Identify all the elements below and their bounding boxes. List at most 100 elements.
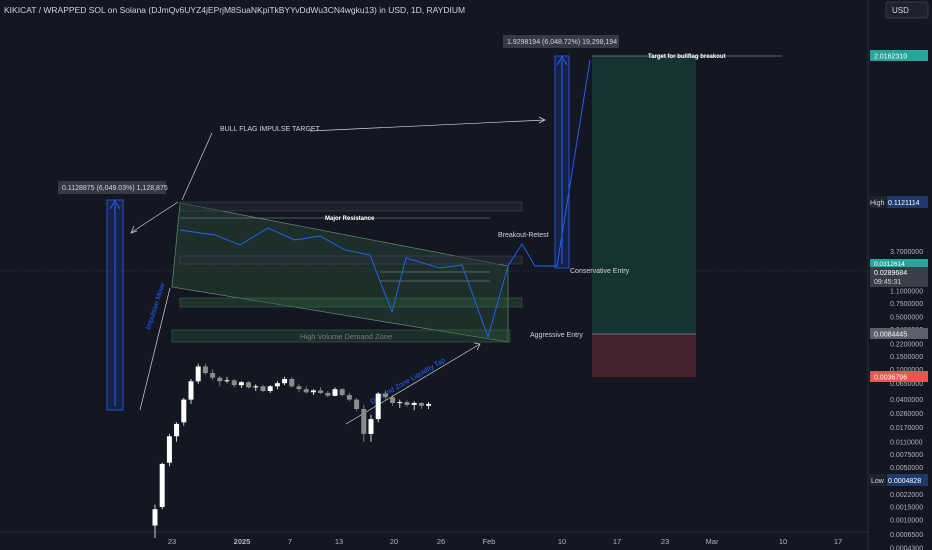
price-tick-8: 0.1500000 (890, 354, 923, 361)
candle-8[interactable] (210, 373, 216, 378)
candle-22[interactable] (310, 390, 316, 393)
price-tick-14: 0.0110000 (890, 439, 923, 446)
candle-34[interactable] (397, 402, 403, 404)
candle-33[interactable] (390, 397, 396, 403)
time-tick-9: 23 (661, 537, 669, 546)
candle-35[interactable] (404, 402, 410, 405)
current-price-badge: 0.0289684 (874, 270, 907, 277)
candle-9[interactable] (217, 377, 223, 382)
stop-badge: 0.0036796 (874, 375, 907, 382)
price-tick-18: 0.0022000 (890, 492, 923, 499)
time-tick-10: Mar (706, 537, 719, 546)
candle-27[interactable] (346, 395, 352, 400)
aggressive-entry-label: Aggressive Entry (530, 332, 583, 339)
stop-zone-box[interactable] (592, 334, 696, 377)
projected-price-path (179, 59, 591, 339)
candle-29[interactable] (361, 409, 367, 434)
top-range-box[interactable] (179, 201, 523, 212)
time-tick-11: 10 (779, 537, 787, 546)
price-tick-15: 0.0075000 (890, 452, 923, 459)
candle-14[interactable] (253, 386, 259, 388)
candle-19[interactable] (289, 379, 295, 387)
low-badge-bg (887, 474, 928, 486)
measure-label-left-bg (58, 181, 166, 194)
demand-zone-box[interactable] (171, 329, 511, 343)
price-tick-16: 0.0050000 (890, 465, 923, 472)
time-axis[interactable]: 23 2025 7 13 20 26 Feb 10 17 23 Mar 10 17 (168, 537, 842, 546)
currency-button[interactable]: USD (885, 1, 929, 19)
target-badge: 2.0162310 (874, 54, 907, 61)
price-tick-10: 0.0650000 (890, 381, 923, 388)
candle-32[interactable] (382, 393, 388, 398)
high-badge: 0.1121114 (888, 200, 920, 207)
price-tick-22: 0.0004300 (890, 545, 923, 550)
candle-16[interactable] (267, 386, 273, 391)
impulsive-move-line (139, 287, 171, 411)
stop-badge-bg (870, 371, 928, 382)
candle-31[interactable] (375, 393, 381, 420)
price-tick-3: 1.1000000 (890, 289, 923, 296)
candle-11[interactable] (231, 380, 237, 386)
candle-18[interactable] (282, 379, 288, 384)
conservative-entry-label: Conservative Entry (570, 268, 630, 275)
price-tick-0: 3.7000000 (890, 249, 923, 256)
time-tick-6: Feb (483, 537, 496, 546)
high-badge-bg (887, 196, 928, 208)
candle-15[interactable] (260, 386, 266, 391)
high-label: High (870, 200, 885, 207)
mid-range-box[interactable] (179, 255, 523, 265)
candles[interactable] (152, 363, 432, 538)
low-label: Low (871, 478, 885, 485)
low-label-bg (868, 474, 886, 486)
candle-37[interactable] (418, 403, 424, 406)
impulse-target-label: BULL FLAG IMPULSE TARGET (220, 126, 321, 133)
high-label-bg (868, 196, 886, 208)
demand-zone-label: High Volume Demand Zone (300, 332, 392, 341)
candle-28[interactable] (354, 399, 360, 409)
price-badges: 2.0162310 High 0.1121114 0.0312614 0.028… (868, 50, 928, 486)
candle-3[interactable] (174, 423, 180, 437)
candle-25[interactable] (332, 389, 338, 396)
time-tick-5: 26 (437, 537, 445, 546)
target-label: Target for bullflag breakout (648, 54, 726, 60)
candle-5[interactable] (188, 381, 194, 400)
candle-21[interactable] (303, 389, 309, 393)
time-tick-0: 23 (168, 537, 176, 546)
price-tick-5: 0.5000000 (890, 315, 923, 322)
current-price-badge-bg (870, 267, 928, 287)
candle-10[interactable] (224, 380, 230, 382)
price-tick-7: 0.2200000 (890, 341, 923, 348)
measure-label-right-bg (503, 35, 619, 48)
impulse-target-arrow-right (309, 119, 546, 132)
candle-38[interactable] (426, 403, 432, 406)
time-tick-3: 13 (335, 537, 343, 546)
candle-1[interactable] (159, 463, 165, 507)
candle-2[interactable] (166, 436, 172, 463)
time-tick-4: 20 (390, 537, 398, 546)
lower-range-box[interactable] (179, 297, 523, 308)
currency-label: USD (892, 6, 909, 15)
candle-17[interactable] (274, 383, 280, 387)
candle-20[interactable] (296, 386, 302, 390)
candle-4[interactable] (181, 399, 187, 423)
breakout-retest-label: Breakout-Retest (498, 232, 549, 239)
candle-12[interactable] (238, 382, 244, 386)
overlap-badge-bg (870, 259, 928, 268)
time-tick-7: 10 (558, 537, 566, 546)
candle-0[interactable] (152, 509, 158, 526)
candle-23[interactable] (318, 390, 324, 393)
price-axis[interactable]: 3.70000002.50000001.70000001.10000000.75… (890, 249, 923, 550)
demand-tap-arrow (345, 343, 481, 425)
candle-26[interactable] (339, 389, 345, 395)
time-tick-1: 2025 (234, 537, 251, 546)
low-badge: 0.0004828 (888, 478, 921, 485)
candle-24[interactable] (325, 392, 331, 396)
candle-36[interactable] (411, 403, 417, 405)
candle-30[interactable] (368, 419, 374, 434)
target-zone-box[interactable] (592, 56, 696, 334)
overlap-badge: 0.0312614 (874, 261, 905, 268)
candle-13[interactable] (246, 382, 252, 388)
candle-7[interactable] (202, 366, 208, 374)
candle-6[interactable] (195, 366, 201, 382)
